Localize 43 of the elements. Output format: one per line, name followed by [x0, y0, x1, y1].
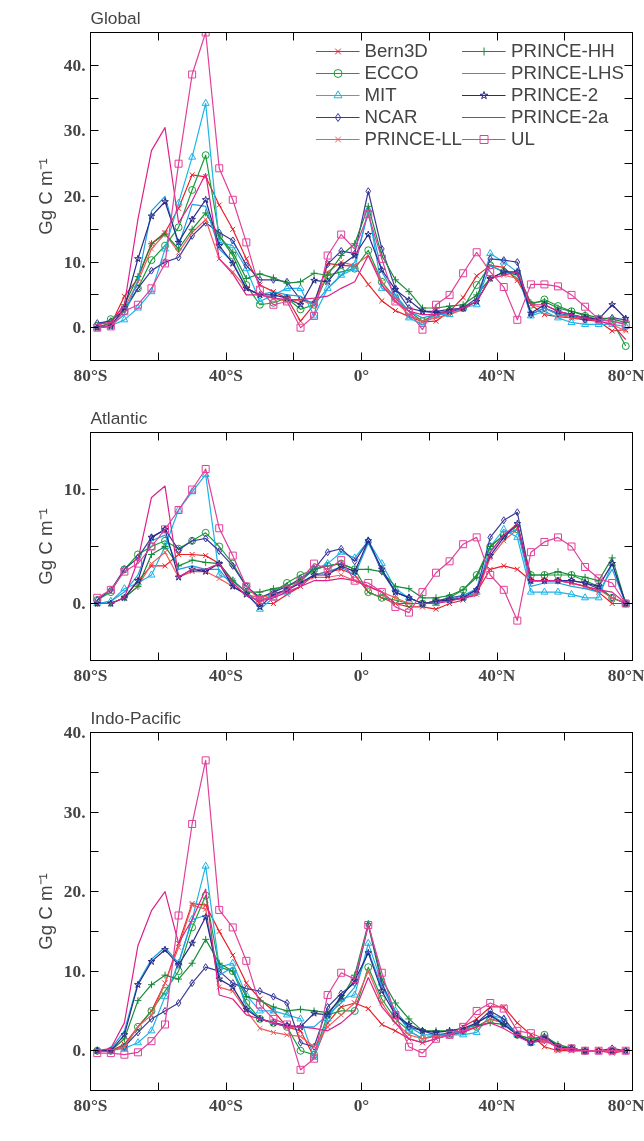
legend-label: PRINCE-HH — [511, 40, 615, 62]
chart-title: Global — [90, 7, 141, 28]
y-tick-label: 10. — [63, 961, 86, 981]
legend-label: PRINCE-2 — [511, 84, 599, 106]
legend-label: UL — [511, 128, 535, 150]
y-tick-label: 20. — [63, 882, 86, 902]
x-tick-label: 40°N — [478, 365, 516, 385]
x-tick-label: 40°S — [209, 1095, 243, 1115]
y-tick-label: 20. — [63, 187, 86, 206]
x-tick-label: 80°N — [607, 365, 644, 385]
y-axis-title: Gg C m⁻¹ — [34, 158, 56, 235]
y-axis-title: Gg C m⁻¹ — [34, 873, 56, 950]
y-tick-label: 0. — [72, 318, 86, 338]
x-tick-label: 40°N — [478, 665, 516, 685]
x-tick-label: 80°N — [607, 665, 644, 685]
x-tick-label: 80°S — [73, 665, 108, 685]
chart-title: Atlantic — [90, 407, 148, 428]
legend-label: MIT — [364, 84, 397, 106]
legend-label: ECCO — [364, 62, 419, 84]
chart-title: Indo-Pacific — [90, 707, 182, 728]
x-tick-label: 0° — [353, 665, 370, 685]
x-tick-label: 80°N — [607, 1095, 644, 1115]
y-tick-label: 10. — [63, 480, 86, 499]
y-tick-label: 30. — [63, 121, 86, 141]
x-tick-label: 40°S — [209, 665, 243, 685]
x-tick-label: 80°S — [73, 365, 108, 385]
legend-label: Bern3D — [364, 40, 428, 62]
y-axis-title: Gg C m⁻¹ — [34, 508, 56, 585]
y-tick-label: 30. — [63, 802, 86, 822]
y-tick-label: 0. — [72, 1041, 86, 1061]
y-tick-label: 0. — [72, 594, 86, 613]
y-tick-label: 40. — [63, 55, 86, 75]
x-tick-label: 0° — [353, 365, 370, 385]
legend-label: PRINCE-2a — [511, 106, 609, 128]
legend-label: NCAR — [364, 106, 418, 128]
x-tick-label: 80°S — [73, 1095, 108, 1115]
y-tick-label: 10. — [63, 252, 86, 272]
x-tick-label: 40°S — [209, 365, 243, 385]
x-tick-label: 40°N — [478, 1095, 516, 1115]
legend-label: PRINCE-LHS — [511, 62, 624, 84]
y-tick-label: 40. — [63, 723, 86, 742]
x-tick-label: 0° — [353, 1095, 370, 1115]
legend-label: PRINCE-LL — [364, 128, 462, 150]
